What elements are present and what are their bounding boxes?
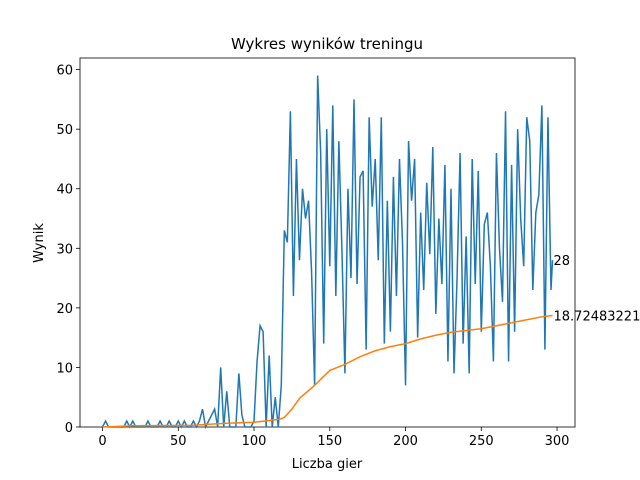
series-line <box>101 75 554 430</box>
x-tick-label: 100 <box>242 434 267 449</box>
y-tick-label: 10 <box>56 361 73 376</box>
x-tick-label: 0 <box>98 434 106 449</box>
y-tick-label: 20 <box>56 302 73 317</box>
x-tick-label: 300 <box>545 434 570 449</box>
x-tick-label: 250 <box>469 434 494 449</box>
x-tick-label: 200 <box>393 434 418 449</box>
series-line <box>102 314 553 428</box>
x-axis-label: Liczba gier <box>292 457 363 472</box>
annotation: 18.72483221 <box>554 309 640 324</box>
y-tick-label: 40 <box>56 183 73 198</box>
axes-frame <box>79 57 576 428</box>
y-tick-label: 30 <box>56 242 73 257</box>
x-tick-label: 150 <box>317 434 342 449</box>
y-tick-label: 60 <box>56 64 73 79</box>
x-tick-label: 50 <box>170 434 187 449</box>
y-tick-label: 50 <box>56 123 73 138</box>
y-tick-label: 0 <box>65 421 73 436</box>
chart-title: Wykres wyników treningu <box>231 35 423 53</box>
annotation: 28 <box>554 254 571 269</box>
y-axis-label: Wynik <box>32 223 47 263</box>
